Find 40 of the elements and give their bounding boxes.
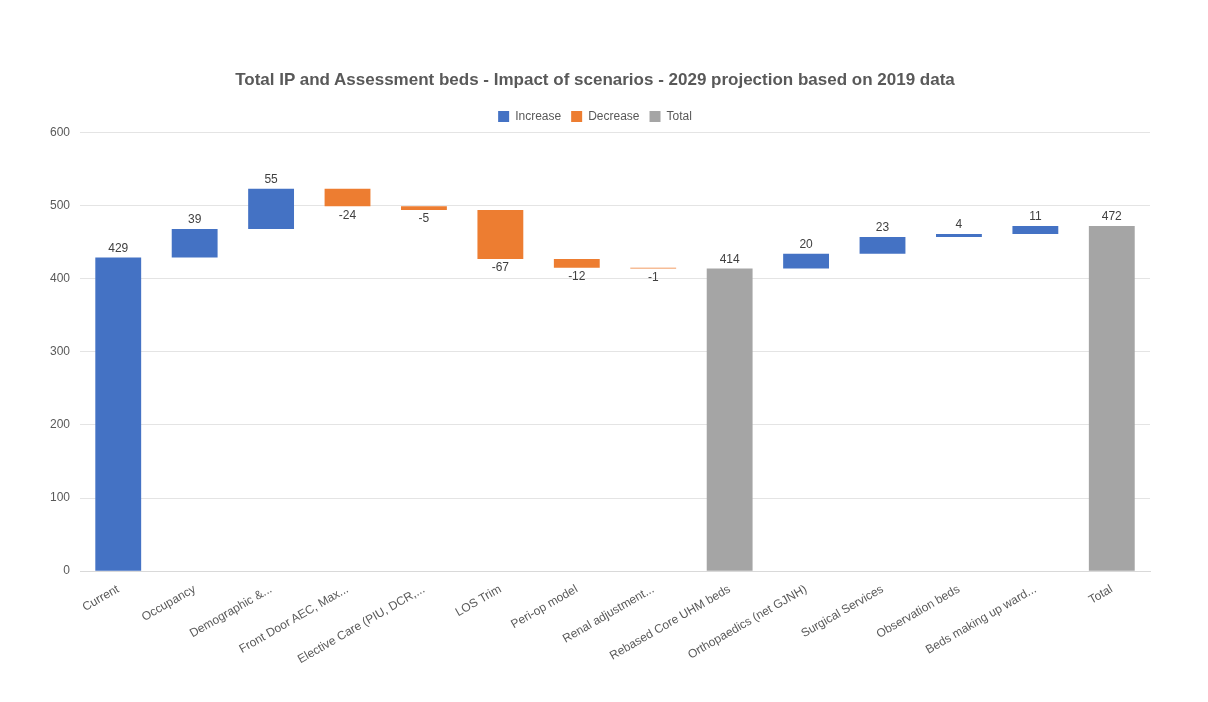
bar xyxy=(95,257,142,571)
data-label: 414 xyxy=(719,251,740,266)
y-tick-label: 200 xyxy=(49,417,71,432)
chart-title: Total IP and Assessment beds - Impact of scenarios - 2029 projection based on 2019 data xyxy=(235,69,956,89)
y-tick-label: 500 xyxy=(49,197,71,212)
y-tick-label: 600 xyxy=(49,124,71,139)
data-label: 472 xyxy=(1101,209,1123,224)
data-label: 11 xyxy=(1029,209,1042,224)
bar xyxy=(1012,226,1059,235)
x-tick-label: Total xyxy=(1086,581,1115,607)
bar xyxy=(401,206,447,210)
bar xyxy=(477,209,524,259)
y-tick-label: 400 xyxy=(49,270,71,285)
bar xyxy=(553,258,600,268)
data-label: 55 xyxy=(264,172,279,187)
legend-label: Increase xyxy=(515,108,562,123)
data-label: 429 xyxy=(108,240,129,255)
bar xyxy=(706,268,753,571)
data-label: 23 xyxy=(875,220,890,235)
bar xyxy=(324,188,371,207)
bar xyxy=(783,253,830,269)
data-label: -67 xyxy=(491,260,510,275)
x-tick-label: LOS Trim xyxy=(452,581,504,620)
legend-label: Total xyxy=(666,108,692,123)
legend-label: Decrease xyxy=(588,108,640,123)
data-label: -12 xyxy=(568,269,586,283)
data-label: -1 xyxy=(647,269,659,284)
bar xyxy=(936,234,982,237)
data-label: 39 xyxy=(187,212,202,227)
data-label: -5 xyxy=(418,211,430,226)
y-tick-label: 0 xyxy=(63,563,71,578)
bar xyxy=(859,236,906,254)
y-tick-label: 100 xyxy=(49,490,71,505)
bar xyxy=(171,228,218,258)
bar xyxy=(248,188,295,229)
bar xyxy=(1088,226,1135,571)
data-label: 20 xyxy=(799,237,814,252)
data-label: 4 xyxy=(955,217,963,232)
y-tick-label: 300 xyxy=(49,344,71,359)
data-label: -24 xyxy=(338,207,357,222)
